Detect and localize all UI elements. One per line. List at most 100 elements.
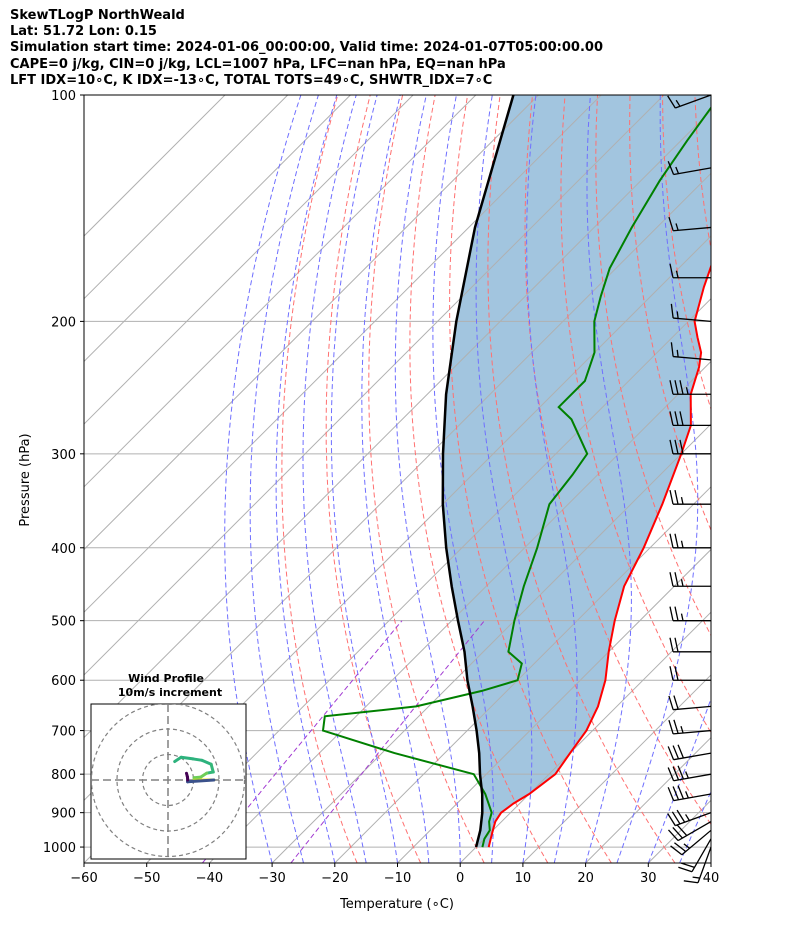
dewpoint-line xyxy=(321,106,711,848)
wind-barb xyxy=(669,637,711,653)
moist-adiabat xyxy=(361,95,430,863)
wind-barb xyxy=(667,809,712,827)
wind-barb xyxy=(670,829,712,856)
dry-adiabat xyxy=(449,95,612,863)
moist-adiabat xyxy=(330,95,398,863)
isotherm-line xyxy=(84,95,477,488)
temperature-line xyxy=(487,263,711,848)
y-tick-label: 500 xyxy=(51,615,76,630)
x-tick-label: −40 xyxy=(196,871,223,886)
barb-flag xyxy=(672,766,680,781)
barb-flag xyxy=(669,606,674,621)
y-tick-label: 900 xyxy=(51,807,76,822)
barb-flag xyxy=(677,765,685,780)
mixing-ratio-line xyxy=(202,620,403,863)
dry-adiabat xyxy=(487,95,676,863)
barb-flag xyxy=(670,845,683,856)
wind-barb xyxy=(667,160,712,176)
barb-flag xyxy=(683,880,699,884)
barb-staff xyxy=(675,812,712,827)
barb-flag xyxy=(680,579,684,587)
wind-barb xyxy=(668,719,712,735)
dry-adiabat xyxy=(560,95,711,734)
wind-barb xyxy=(669,411,711,427)
barb-flag xyxy=(674,842,687,853)
barb-flag xyxy=(669,637,674,652)
barb-flag xyxy=(680,540,684,548)
cin-shading xyxy=(442,95,711,848)
isotherm-line xyxy=(84,95,602,613)
wind-barb xyxy=(670,342,712,361)
wind-barb xyxy=(669,572,711,587)
isotherm-line xyxy=(84,95,289,300)
barb-staff xyxy=(681,829,712,856)
wind-barb xyxy=(678,838,712,873)
dry-adiabat xyxy=(595,95,711,637)
wind-barb xyxy=(669,606,711,622)
barb-staff xyxy=(673,773,712,782)
y-tick-label: 400 xyxy=(51,542,76,557)
isotherm-line xyxy=(397,548,711,863)
barb-flag xyxy=(680,613,684,621)
barb-flag xyxy=(692,876,700,879)
barb-flag xyxy=(674,439,679,454)
barb-flag xyxy=(667,767,675,782)
header-line-3: Simulation start time: 2024-01-06_00:00:… xyxy=(10,40,603,55)
hodograph-trace xyxy=(191,757,204,762)
barb-flag xyxy=(667,813,676,826)
wind-barb xyxy=(668,216,712,232)
barb-flag xyxy=(670,303,674,319)
barb-flag xyxy=(675,166,680,174)
x-tick-label: −50 xyxy=(133,871,160,886)
barb-flag xyxy=(669,490,674,505)
parcel-line xyxy=(441,95,515,848)
barb-flag xyxy=(668,216,674,231)
barb-flag xyxy=(674,606,679,621)
moist-adiabat xyxy=(275,95,338,863)
barb-staff xyxy=(673,317,712,323)
barb-flag xyxy=(676,349,679,358)
barb-staff xyxy=(675,94,712,109)
y-tick-label: 800 xyxy=(51,768,76,783)
barb-flag xyxy=(668,829,679,842)
isotherm-line xyxy=(459,611,711,863)
inset-title: Wind Profile xyxy=(128,672,204,685)
inset-subtitle: 10m/s increment xyxy=(118,686,222,699)
barb-flag xyxy=(683,843,690,849)
moist-adiabat xyxy=(710,861,711,863)
hodograph-trace xyxy=(200,758,213,766)
barb-staff xyxy=(673,705,712,711)
barb-flag xyxy=(674,533,679,548)
wind-barb xyxy=(668,821,712,842)
barb-flag xyxy=(669,533,674,548)
barb-flag xyxy=(674,411,679,426)
barb-flag xyxy=(669,380,674,395)
barb-staff xyxy=(673,226,712,232)
barb-flag xyxy=(674,572,679,587)
barb-flag xyxy=(667,746,675,760)
barb-flag xyxy=(680,725,684,734)
dry-adiabat xyxy=(281,95,358,863)
x-axis-label: Temperature (∘C) xyxy=(339,897,454,912)
barb-flag xyxy=(673,719,679,734)
x-tick-label: 40 xyxy=(703,871,720,886)
y-tick-label: 1000 xyxy=(43,841,76,856)
x-tick-label: 10 xyxy=(515,871,532,886)
barb-flag xyxy=(669,263,674,278)
wind-barb xyxy=(667,785,712,802)
barb-flag xyxy=(679,411,684,426)
x-tick-label: 20 xyxy=(577,871,594,886)
wind-barb xyxy=(667,765,712,782)
moist-adiabat xyxy=(679,790,711,863)
wind-barb xyxy=(670,303,712,323)
moist-adiabat xyxy=(302,95,367,863)
barb-flag xyxy=(676,311,679,319)
barb-staff xyxy=(673,793,712,802)
barb-flag xyxy=(677,785,685,800)
barb-flag xyxy=(674,637,679,652)
dry-adiabat xyxy=(524,95,711,826)
moist-adiabat xyxy=(616,95,699,863)
barb-flag xyxy=(669,411,674,426)
barb-staff xyxy=(691,838,712,873)
isotherm-line xyxy=(146,297,711,863)
